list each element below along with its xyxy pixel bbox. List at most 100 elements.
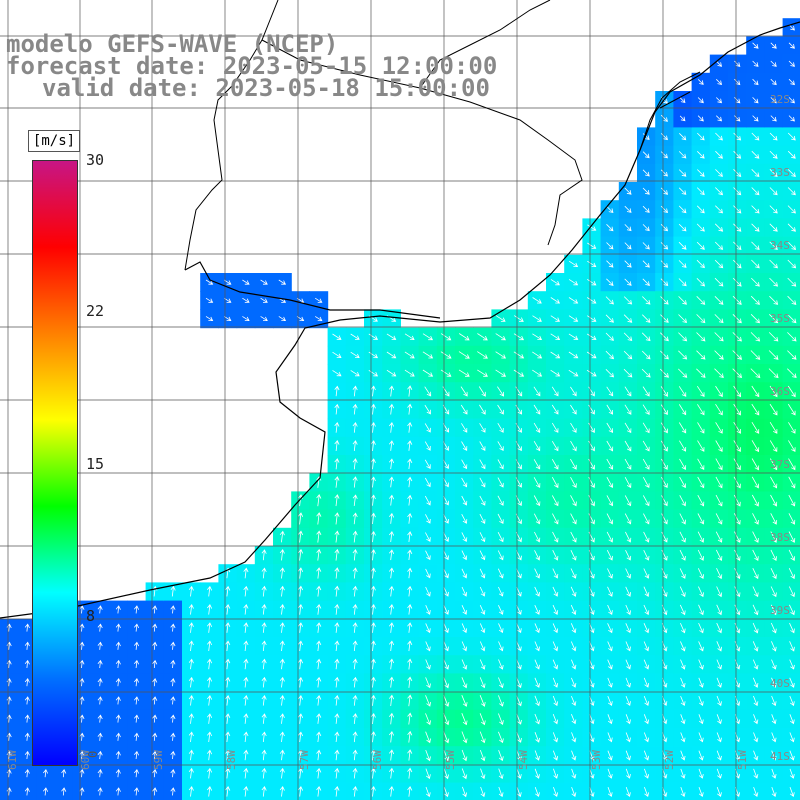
- wind-arrow: [316, 622, 322, 633]
- wind-arrow: [316, 786, 322, 797]
- wind-arrow: [497, 495, 504, 506]
- wind-arrow: [624, 187, 632, 195]
- wind-arrow: [97, 714, 103, 723]
- wind-arrow: [407, 512, 413, 524]
- wind-cell: [782, 309, 800, 329]
- wind-arrow: [352, 786, 358, 797]
- wind-arrow: [606, 278, 614, 286]
- wind-arrow: [769, 223, 778, 232]
- wind-arrow: [298, 512, 304, 525]
- wind-arrow: [316, 567, 322, 579]
- wind-arrow: [516, 641, 522, 652]
- wind-cell: [782, 400, 800, 420]
- colorbar-tick-30: 30: [86, 151, 105, 169]
- wind-arrow: [479, 477, 486, 488]
- wind-arrow: [534, 550, 541, 561]
- wind-arrow: [443, 568, 449, 579]
- wind-arrow: [115, 769, 121, 778]
- wind-arrow: [533, 477, 541, 488]
- wind-arrow: [388, 512, 395, 524]
- wind-arrow: [115, 678, 121, 687]
- wind-arrow: [642, 133, 650, 141]
- wind-arrow: [714, 259, 724, 269]
- wind-arrow: [769, 169, 778, 178]
- wind-arrow: [206, 749, 213, 761]
- lon-label: 53W: [590, 750, 603, 770]
- wind-arrow: [788, 60, 795, 67]
- wind-arrow: [714, 368, 724, 379]
- wind-arrow: [334, 458, 340, 470]
- wind-arrow: [297, 731, 304, 743]
- wind-arrow: [407, 622, 413, 633]
- wind-arrow: [533, 513, 541, 525]
- wind-arrow: [771, 714, 777, 725]
- wind-arrow: [24, 787, 30, 796]
- wind-arrow: [370, 385, 376, 397]
- wind-arrow: [188, 749, 194, 761]
- wind-cell: [782, 273, 800, 292]
- wind-arrow: [788, 115, 795, 122]
- wind-arrow: [660, 314, 669, 323]
- wind-arrow: [206, 767, 213, 779]
- wind-arrow: [661, 531, 668, 543]
- wind-arrow: [425, 641, 431, 652]
- wind-arrow: [97, 659, 103, 669]
- wind-arrow: [368, 351, 379, 359]
- wind-arrow: [552, 713, 559, 725]
- wind-arrow: [697, 132, 705, 141]
- wind-arrow: [697, 422, 705, 434]
- wind-arrow: [768, 368, 779, 379]
- colorbar-tick-8: 8: [86, 607, 96, 625]
- wind-arrow: [752, 78, 759, 86]
- wind-arrow: [734, 622, 741, 634]
- wind-cell: [600, 782, 620, 800]
- wind-arrow: [789, 750, 795, 761]
- wind-arrow: [661, 477, 668, 489]
- wind-arrow: [461, 586, 468, 597]
- longitude-labels: 61W 60W 59W 58W 57W 56W 55W 54W 53W 52W 51W: [6, 750, 749, 770]
- wind-arrow: [115, 787, 121, 796]
- wind-cell: [728, 782, 747, 800]
- wind-arrow: [715, 531, 723, 543]
- wind-arrow: [152, 641, 158, 650]
- wind-cell: [782, 618, 800, 638]
- wind-arrow: [462, 786, 468, 798]
- wind-arrow: [334, 749, 340, 761]
- wind-arrow: [678, 404, 687, 416]
- wind-arrow: [386, 369, 397, 377]
- wind-arrow: [716, 604, 723, 616]
- wind-arrow: [133, 750, 140, 760]
- wind-arrow: [279, 640, 285, 652]
- wind-arrow: [334, 440, 340, 452]
- wind-arrow: [642, 440, 650, 452]
- wind-arrow: [316, 494, 322, 507]
- wind-arrow: [624, 242, 632, 250]
- wind-arrow: [770, 531, 777, 543]
- lon-label: 51W: [736, 750, 749, 770]
- wind-arrow: [678, 314, 688, 324]
- wind-arrow: [170, 714, 176, 723]
- wind-arrow: [443, 749, 450, 762]
- wind-arrow: [24, 659, 30, 669]
- wind-arrow: [642, 205, 650, 213]
- wind-arrow: [170, 585, 176, 597]
- wind-arrow: [770, 115, 777, 122]
- wind-arrow: [334, 767, 340, 779]
- wind-arrow: [716, 768, 722, 779]
- wind-arrow: [407, 730, 413, 743]
- wind-arrow: [314, 297, 323, 303]
- wind-cell: [782, 163, 800, 183]
- wind-arrow: [716, 750, 722, 761]
- wind-arrow: [570, 477, 577, 489]
- wind-arrow: [607, 568, 613, 579]
- wind-arrow: [679, 549, 686, 561]
- wind-arrow: [386, 333, 397, 340]
- colorbar-tick-15: 15: [86, 455, 105, 473]
- wind-arrow: [733, 241, 742, 251]
- wind-arrow: [370, 676, 376, 688]
- wind-arrow: [625, 586, 631, 597]
- wind-arrow: [550, 369, 561, 377]
- wind-arrow: [188, 731, 194, 743]
- wind-arrow: [696, 385, 705, 398]
- wind-arrow: [225, 695, 231, 706]
